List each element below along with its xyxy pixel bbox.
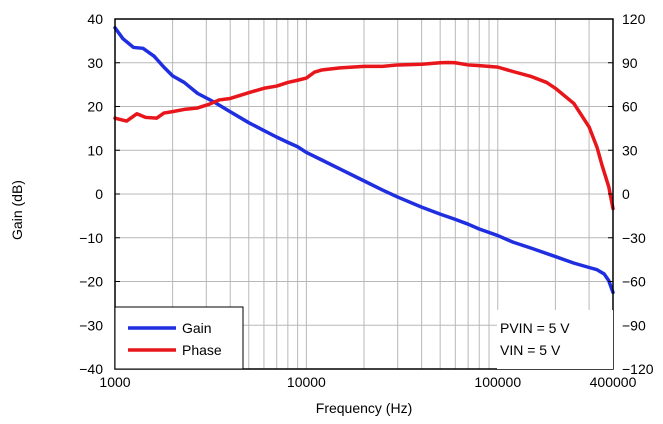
y2-tick-label: −120 [622,361,654,377]
y-tick-label: 30 [87,55,103,71]
legend-box [114,306,244,370]
x-tick-label: 100000 [474,374,521,390]
y-tick-label: −40 [79,361,103,377]
x-tick-label: 400000 [590,374,637,390]
y2-tick-label: −60 [622,274,646,290]
axes: 40 30 20 10 0 −10 −20 −30 −40 120 90 60 30 0 −30 −60 −90… [79,11,653,390]
series-line-gain [113,26,615,295]
y-tick-label: 10 [87,142,103,158]
y2-tick-label: 60 [622,99,638,115]
y2-tick-label: −30 [622,230,646,246]
condition-annotation: PVIN = 5 V VIN = 5 V [497,310,613,369]
plot-series [113,26,615,295]
x-axis-label: Frequency (Hz) [316,400,412,416]
series-line-phase [113,60,615,211]
annotation-line-vin: VIN = 5 V [500,342,561,358]
y-tick-label: −10 [79,230,103,246]
y2-tick-label: 30 [622,142,638,158]
y-tick-label: 0 [95,186,103,202]
annotation-box [497,310,613,369]
x-tick-label: 10000 [287,374,326,390]
y-tick-label: 20 [87,99,103,115]
y2-tick-label: −90 [622,317,646,333]
y-tick-label: −20 [79,274,103,290]
legend-gain-label: Gain [182,320,212,336]
x-tick-label: 1000 [99,374,130,390]
y-tick-label: 40 [87,11,103,27]
y-tick-label: −30 [79,317,103,333]
legend: Gain Phase [114,306,244,370]
y-axis-label: Gain (dB) [9,180,25,240]
y2-tick-label: 0 [622,186,630,202]
grid-lines [115,19,613,369]
annotation-line-pvin: PVIN = 5 V [500,320,570,336]
y2-tick-label: 90 [622,55,638,71]
y2-tick-label: 120 [622,11,646,27]
legend-phase-label: Phase [182,342,222,358]
